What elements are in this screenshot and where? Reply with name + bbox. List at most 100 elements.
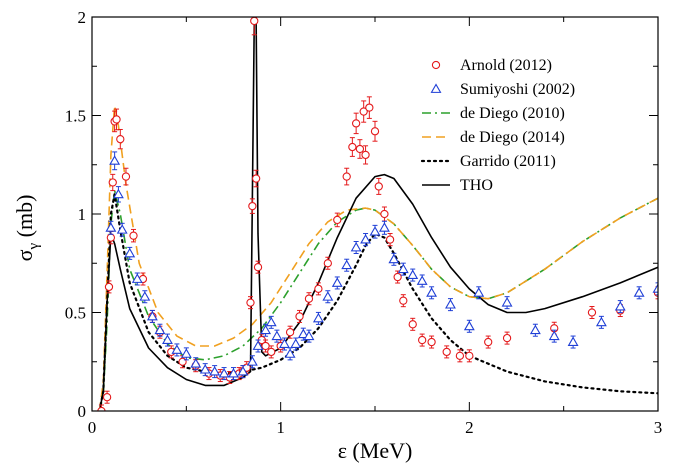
data-point — [418, 335, 427, 345]
legend-item-de-diego-2014: de Diego (2014) — [422, 129, 565, 146]
legend-label: Garrido (2011) — [460, 153, 556, 170]
data-point — [146, 310, 158, 321]
data-point — [112, 115, 121, 124]
data-point — [397, 263, 409, 274]
x-tick-label: 1 — [276, 418, 285, 437]
data-point — [252, 340, 264, 350]
data-point — [312, 312, 324, 323]
legend-item-de-diego-2010: de Diego (2010) — [422, 105, 565, 122]
data-point — [529, 324, 541, 335]
legend-label: Sumiyoshi (2002) — [460, 81, 575, 98]
data-point — [501, 297, 513, 307]
data-point — [652, 283, 658, 293]
series-line-tho — [98, 17, 658, 411]
data-point — [351, 119, 361, 128]
data-point — [548, 330, 560, 341]
data-point — [614, 300, 626, 311]
data-point — [199, 364, 211, 374]
legend-item-tho: THO — [422, 177, 493, 194]
data-point — [314, 284, 323, 294]
data-point — [112, 188, 124, 199]
data-point — [331, 277, 343, 287]
data-point — [365, 103, 374, 112]
data-point — [278, 338, 290, 348]
data-point — [303, 330, 315, 341]
legend: Arnold (2012) Sumiyoshi (2002) de Diego (2… — [420, 57, 575, 194]
data-point — [348, 142, 357, 152]
data-point — [129, 231, 138, 240]
data-point — [374, 182, 383, 191]
x-tick-label: 3 — [654, 418, 663, 437]
data-point — [473, 287, 485, 297]
data-point — [369, 226, 381, 236]
x-tick-label: 2 — [465, 418, 474, 437]
data-point — [265, 316, 277, 327]
data-point — [237, 365, 249, 376]
legend-item-sumiyoshi-2002: Sumiyoshi (2002) — [430, 81, 575, 98]
data-point — [567, 336, 579, 346]
data-point — [246, 356, 258, 366]
legend-label: de Diego (2010) — [460, 105, 565, 122]
data-point — [355, 144, 365, 154]
data-point — [445, 299, 456, 309]
data-point — [595, 316, 607, 327]
legend-label: Arnold (2012) — [460, 57, 552, 74]
data-point — [426, 287, 438, 297]
data-point — [209, 365, 221, 376]
data-point — [180, 348, 192, 358]
data-point — [250, 17, 259, 26]
data-point — [341, 259, 353, 270]
data-point — [388, 253, 400, 264]
data-point — [139, 291, 151, 301]
legend-item-arnold-2012: Arnold (2012) — [431, 57, 552, 74]
data-point — [342, 172, 351, 181]
data-point — [190, 358, 202, 368]
data-point — [108, 178, 117, 187]
data-point — [360, 234, 372, 244]
data-point — [124, 247, 136, 258]
y-tick-label: 0 — [78, 402, 87, 421]
legend-marker — [430, 83, 442, 93]
data-point — [587, 308, 597, 317]
legend-marker — [431, 60, 441, 70]
data-point — [323, 259, 332, 268]
data-point — [248, 201, 257, 211]
data-point — [408, 320, 417, 329]
data-point — [297, 328, 309, 339]
data-point — [102, 393, 112, 402]
x-tick-label: 0 — [88, 418, 97, 437]
legend-item-garrido-2011: Garrido (2011) — [420, 153, 556, 170]
x-axis-title: ε (MeV) — [338, 438, 413, 463]
data-point — [253, 263, 263, 272]
data-point — [484, 337, 493, 347]
data-point — [116, 134, 125, 144]
data-point — [260, 324, 272, 335]
axis-ticks: 0 1 2 3 0 0.5 1 1.5 2 — [65, 8, 663, 437]
y-tick-label: 2 — [78, 8, 87, 27]
data-point — [105, 222, 117, 232]
y-axis-title: σγ (mb) — [12, 195, 42, 262]
data-point — [218, 367, 230, 378]
data-point — [290, 338, 302, 348]
data-point — [455, 351, 465, 360]
data-point — [380, 209, 389, 219]
data-point — [322, 291, 334, 301]
data-point — [385, 235, 395, 244]
y-axis-unit: (mb) — [12, 195, 37, 238]
legend-label: de Diego (2014) — [460, 129, 565, 146]
data-point — [502, 333, 512, 343]
data-point — [162, 334, 173, 345]
data-point — [304, 294, 314, 303]
data-point — [271, 330, 283, 341]
data-point — [333, 215, 342, 225]
data-point — [633, 287, 645, 297]
data-point — [178, 357, 187, 366]
plot-area — [97, 17, 658, 411]
data-point — [399, 296, 408, 305]
data-point — [109, 155, 121, 165]
data-point — [284, 348, 296, 358]
data-point — [427, 337, 436, 347]
y-tick-label: 1 — [78, 205, 87, 224]
data-point — [442, 347, 451, 357]
